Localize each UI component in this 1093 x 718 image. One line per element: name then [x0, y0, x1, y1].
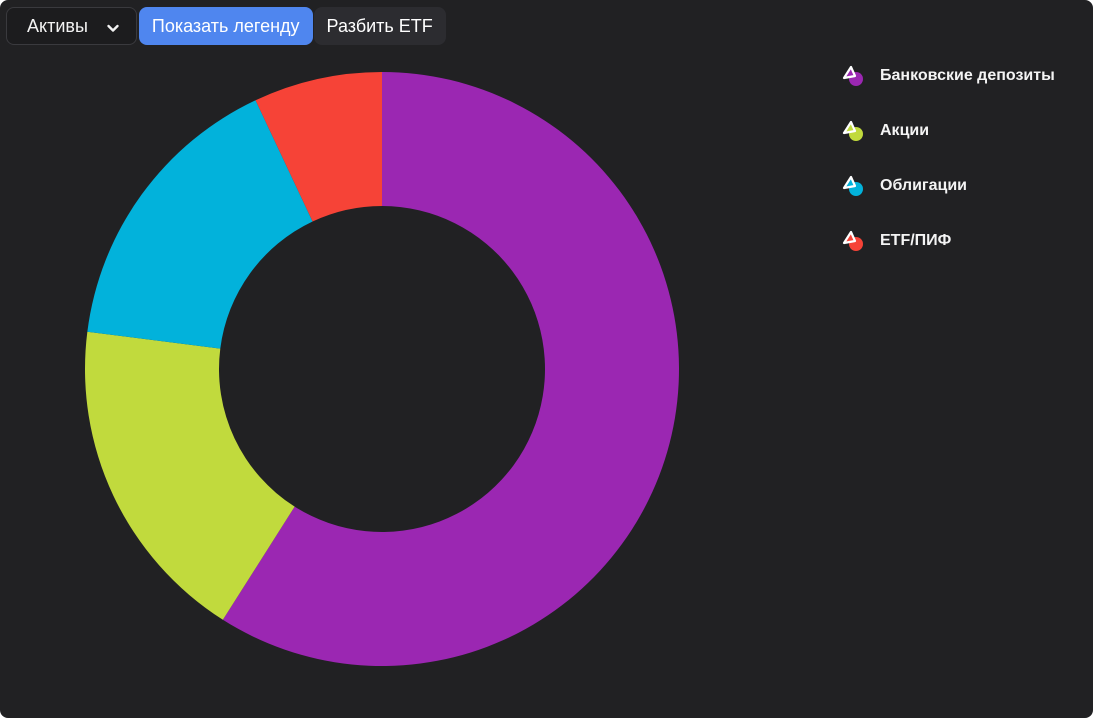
legend-item-2[interactable]: Облигации [840, 170, 1055, 202]
chart-legend: Банковские депозиты Акции Облигации ETF/… [840, 60, 1055, 280]
legend-item-0[interactable]: Банковские депозиты [840, 60, 1055, 92]
split-etf-button[interactable]: Разбить ETF [313, 7, 446, 45]
donut-slice-2[interactable] [87, 100, 313, 349]
legend-item-3[interactable]: ETF/ПИФ [840, 225, 1055, 257]
legend-label: Акции [880, 122, 930, 139]
pie-slice-icon [840, 63, 866, 89]
donut-slice-1[interactable] [84, 331, 295, 620]
pie-slice-icon [840, 118, 866, 144]
assets-dropdown[interactable]: Активы [6, 7, 137, 45]
donut-slice-3[interactable] [255, 72, 382, 222]
assets-dropdown-label: Активы [27, 15, 88, 36]
pie-slice-icon [840, 173, 866, 199]
chevron-down-icon [106, 19, 120, 33]
show-legend-button[interactable]: Показать легенду [138, 7, 313, 45]
legend-label: Банковские депозиты [880, 67, 1055, 84]
legend-label: Облигации [880, 177, 967, 194]
donut-chart [84, 72, 680, 666]
toolbar: Активы Показать легенду Разбить ETF [6, 6, 446, 46]
pie-slice-icon [840, 228, 866, 254]
legend-label: ETF/ПИФ [880, 232, 952, 249]
legend-item-1[interactable]: Акции [840, 115, 1055, 147]
donut-slice-0[interactable] [222, 72, 680, 666]
